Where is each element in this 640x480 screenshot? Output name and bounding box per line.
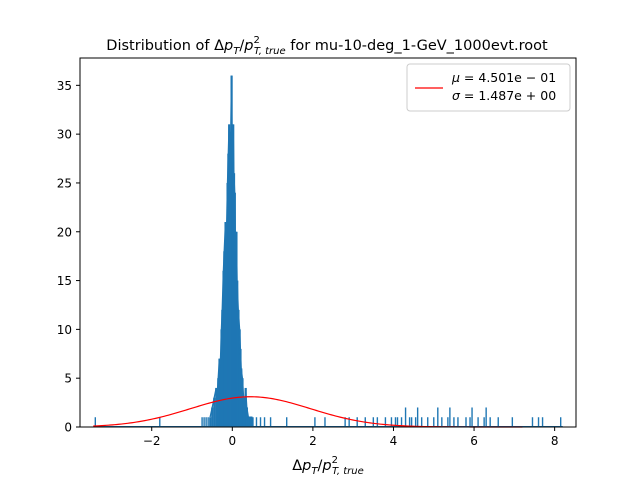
histogram-bar-peak-2 [213,397,216,427]
histogram-bar-peak-4 [215,397,219,427]
histogram-bar-peak-13 [225,241,228,427]
plot-area: −2 0 2 4 6 8 0 5 10 15 20 25 30 35 [57,57,577,448]
y-tick-label-0: 0 [64,421,72,435]
y-tick-label-6: 30 [57,128,72,142]
histogram-bar-peak-31 [241,378,244,427]
chart-title: Distribution of ΔpT/p2 T, true for mu-10-… [106,35,548,57]
histogram-bar-peak-27 [237,309,240,427]
histogram-bar-peak-26 [236,280,239,427]
y-tick-label-7: 35 [57,79,72,93]
y-tick-label-5: 25 [57,176,72,190]
legend-box [406,63,571,112]
axes-frame [79,57,577,428]
x-tick-label-3: 4 [390,434,398,448]
legend-entry-mu: μ = 4.501e − 01 [451,70,556,85]
y-tick-label-2: 10 [57,323,72,337]
histogram-bar-peak-11 [223,251,226,427]
x-tick-label-0: −2 [143,434,161,448]
histogram-bar-peak-1 [211,407,214,427]
histogram-peak-outline [209,75,253,418]
histogram-bar-peak-37 [249,417,252,427]
histogram-bar-peak-9 [221,309,224,427]
y-axis-ticks: 0 5 10 15 20 25 30 35 [57,79,80,435]
histogram-bar-peak-0 [209,417,212,427]
x-tick-label-1: 0 [228,434,236,448]
legend: μ = 4.501e − 01 σ = 1.487e + 00 [406,63,571,112]
histogram-bar-peak-30 [240,368,243,427]
legend-entry-sigma: σ = 1.487e + 00 [452,88,556,103]
x-tick-label-2: 2 [309,434,317,448]
y-tick-label-1: 5 [64,372,72,386]
histogram-bar-peak-5 [217,378,220,427]
histogram-bar-peak-36 [247,417,250,427]
histogram-bar-peak-38 [251,417,254,427]
x-axis-ticks: −2 0 2 4 6 8 [143,427,559,448]
x-tick-label-4: 6 [470,434,478,448]
x-tick-label-5: 8 [551,434,559,448]
histogram-bar-peak-35 [245,407,249,427]
histogram-bars [93,75,563,428]
y-tick-label-4: 20 [57,225,72,239]
histogram-bar-peak-7 [219,368,222,427]
x-axis-label: ΔpT/p2 T, true [292,455,364,477]
histogram-bar-peak-33 [243,407,246,427]
y-tick-label-3: 15 [57,274,72,288]
histogram-bar-peak-34 [244,387,247,427]
